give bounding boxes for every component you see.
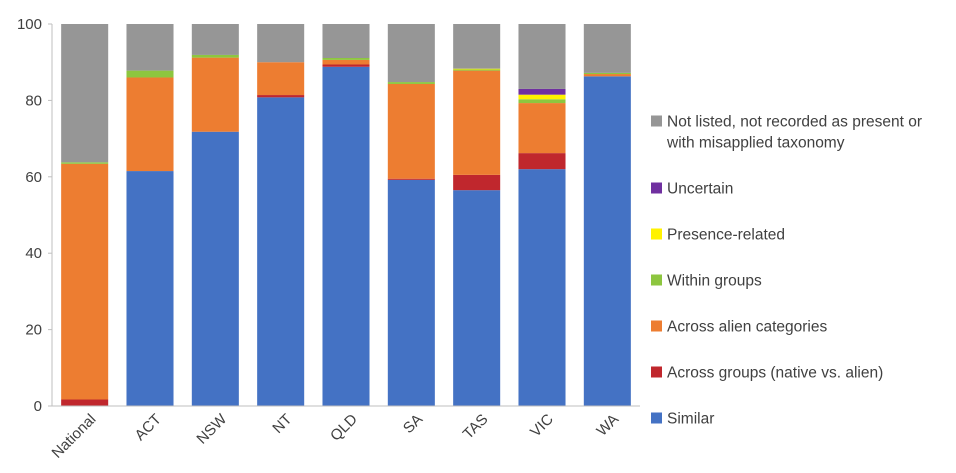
bar-segment-vic-presence-related <box>518 94 566 100</box>
x-tick-label: WA <box>593 411 622 440</box>
bar-segment-sa-across-alien-categories <box>387 83 435 179</box>
bar-segment-national-not-listed-not-recorded-as-present-or-with-misapplied-taxonomy <box>61 24 109 163</box>
legend-swatch <box>651 228 662 240</box>
x-tick-label: TAS <box>460 411 492 443</box>
bar-segment-vic-not-listed-not-recorded-as-present-or-with-misapplied-taxonomy <box>518 24 566 89</box>
x-tick-label: ACT <box>132 411 165 444</box>
bar-segment-national-across-alien-categories <box>61 163 109 400</box>
legend-label: Across alien categories <box>667 319 827 336</box>
legend-item-across-alien-categories: Across alien categories <box>651 319 827 336</box>
legend-item-across-groups-native-vs-alien: Across groups (native vs. alien) <box>651 365 883 382</box>
bar-segment-vic-across-groups-native-vs-alien <box>518 153 566 170</box>
bar-segment-nsw-similar <box>191 131 239 406</box>
bar-segment-qld-across-groups-native-vs-alien <box>322 64 370 67</box>
bar-group-act <box>126 24 174 406</box>
legend-swatch <box>651 182 662 194</box>
y-tick-label: 40 <box>25 245 42 262</box>
legend: Not listed, not recorded as present or wi… <box>651 114 922 428</box>
bar-segment-nsw-within-groups <box>191 54 239 58</box>
legend-label: Across groups (native vs. alien) <box>667 365 883 382</box>
legend-swatch <box>651 115 662 127</box>
bar-segment-national-across-groups-native-vs-alien <box>61 399 109 406</box>
bar-segment-sa-not-listed-not-recorded-as-present-or-with-misapplied-taxonomy <box>387 24 435 83</box>
legend-swatch <box>651 366 662 378</box>
y-tick-label: 80 <box>25 92 42 109</box>
bar-segment-wa-across-alien-categories <box>583 74 631 77</box>
bar-segment-wa-similar <box>583 76 631 406</box>
bar-segment-vic-across-alien-categories <box>518 103 566 154</box>
bar-segment-nt-similar <box>257 97 305 406</box>
x-tick-label: VIC <box>527 411 557 441</box>
bar-group-sa <box>387 24 435 406</box>
legend-item-uncertain: Uncertain <box>651 181 733 198</box>
legend-label: Uncertain <box>667 181 733 198</box>
legend-item-presence-related: Presence-related <box>651 227 785 244</box>
bar-segment-national-within-groups <box>61 162 109 164</box>
legend-label: Within groups <box>667 273 762 290</box>
bars-layer <box>61 24 631 406</box>
y-tick-label: 0 <box>34 398 42 415</box>
bar-segment-act-across-alien-categories <box>126 77 174 172</box>
x-tick-label: National <box>49 411 100 462</box>
x-tick-label: SA <box>400 411 426 437</box>
bar-group-wa <box>583 24 631 406</box>
bar-segment-nt-across-alien-categories <box>257 62 305 96</box>
bar-group-nsw <box>191 24 239 406</box>
x-tick-label: NT <box>269 411 295 437</box>
y-tick-label: 100 <box>17 16 42 33</box>
bar-segment-nt-not-listed-not-recorded-as-present-or-with-misapplied-taxonomy <box>257 24 305 63</box>
legend-swatch <box>651 412 662 424</box>
bar-segment-tas-across-alien-categories <box>453 70 501 175</box>
bar-segment-act-within-groups <box>126 70 174 78</box>
bar-segment-qld-across-alien-categories <box>322 59 370 65</box>
legend-swatch <box>651 274 662 286</box>
bar-segment-wa-within-groups <box>583 72 631 75</box>
bar-segment-vic-within-groups <box>518 99 566 104</box>
bar-segment-tas-presence-related <box>453 68 501 70</box>
bar-segment-nsw-not-listed-not-recorded-as-present-or-with-misapplied-taxonomy <box>191 24 239 55</box>
legend-item-within-groups: Within groups <box>651 273 762 290</box>
bar-segment-tas-not-listed-not-recorded-as-present-or-with-misapplied-taxonomy <box>453 24 501 69</box>
legend-label: Presence-related <box>667 227 785 244</box>
bar-segment-qld-not-listed-not-recorded-as-present-or-with-misapplied-taxonomy <box>322 24 370 58</box>
y-tick-label: 60 <box>25 169 42 186</box>
legend-item-similar: Similar <box>651 411 714 428</box>
bar-segment-sa-across-groups-native-vs-alien <box>387 178 435 180</box>
bar-segment-tas-within-groups <box>453 69 501 71</box>
bar-segment-qld-within-groups <box>322 58 370 60</box>
x-tick-label: NSW <box>193 410 230 447</box>
bar-group-qld <box>322 24 370 406</box>
bar-group-national <box>61 24 109 406</box>
bar-segment-sa-similar <box>387 179 435 406</box>
bar-segment-vic-uncertain <box>518 88 566 95</box>
legend-label: Similar <box>667 411 714 428</box>
bar-segment-wa-not-listed-not-recorded-as-present-or-with-misapplied-taxonomy <box>583 24 631 73</box>
bar-group-vic <box>518 24 566 406</box>
bar-group-tas <box>453 24 501 406</box>
bar-segment-qld-similar <box>322 66 370 406</box>
x-tick-label: QLD <box>327 411 361 445</box>
bar-segment-act-not-listed-not-recorded-as-present-or-with-misapplied-taxonomy <box>126 24 174 71</box>
bar-segment-tas-across-groups-native-vs-alien <box>453 174 501 191</box>
bar-segment-sa-within-groups <box>387 82 435 84</box>
bar-segment-vic-similar <box>518 169 566 406</box>
bar-segment-nsw-across-alien-categories <box>191 57 239 132</box>
y-tick-label: 20 <box>25 322 42 339</box>
bar-segment-act-similar <box>126 171 174 406</box>
legend-swatch <box>651 320 662 332</box>
bar-group-nt <box>257 24 305 406</box>
bar-segment-tas-similar <box>453 190 501 406</box>
bar-segment-nt-across-groups-native-vs-alien <box>257 95 305 98</box>
legend-item-not-listed-not-recorded-as-present-or: Not listed, not recorded as present or wi… <box>651 114 922 152</box>
legend-label: Not listed, not recorded as present or wi… <box>666 114 922 152</box>
